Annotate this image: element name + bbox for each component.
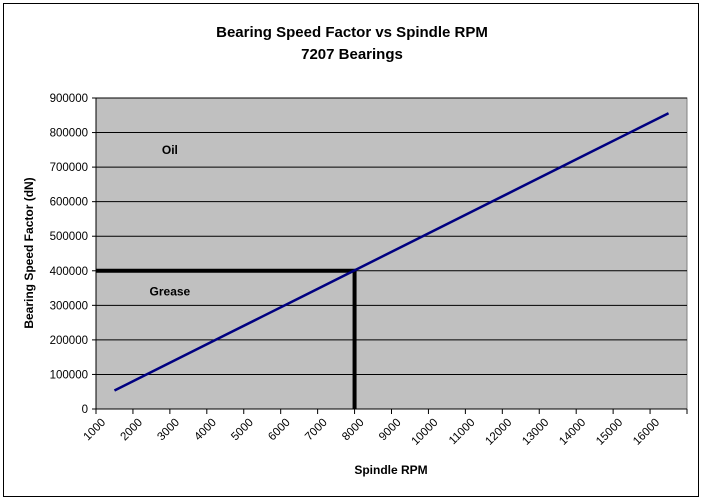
x-tick-label: 1000 bbox=[82, 417, 109, 444]
annotation-oil: Oil bbox=[162, 143, 178, 157]
plot-area bbox=[95, 97, 688, 410]
x-axis-label: Spindle RPM bbox=[354, 463, 427, 477]
x-tick-label: 13000 bbox=[520, 417, 551, 448]
x-tick-label: 9000 bbox=[377, 417, 404, 444]
annotation-grease: Grease bbox=[150, 285, 191, 299]
series-line bbox=[113, 112, 670, 392]
x-tick-label: 12000 bbox=[483, 417, 514, 448]
y-tick-label: 500000 bbox=[50, 231, 88, 243]
x-tick-label: 11000 bbox=[447, 417, 478, 448]
y-tick-label: 700000 bbox=[50, 162, 88, 174]
x-tick-label: 7000 bbox=[303, 417, 330, 444]
y-tick-label: 100000 bbox=[50, 369, 88, 381]
x-tick-label: 8000 bbox=[340, 417, 367, 444]
x-tick-label: 15000 bbox=[594, 417, 625, 448]
x-tick-label: 3000 bbox=[155, 417, 182, 444]
chart-title: Bearing Speed Factor vs Spindle RPM bbox=[216, 24, 488, 41]
y-tick-label: 600000 bbox=[50, 197, 88, 209]
x-tick-label: 6000 bbox=[266, 417, 293, 444]
x-tick-label: 10000 bbox=[409, 417, 440, 448]
x-tick-label: 14000 bbox=[557, 417, 588, 448]
y-tick-label: 800000 bbox=[50, 128, 88, 140]
y-tick-label: 400000 bbox=[50, 266, 88, 278]
chart-frame bbox=[3, 3, 699, 497]
y-axis-label: Bearing Speed Factor (dN) bbox=[22, 177, 36, 328]
y-tick-label: 300000 bbox=[50, 300, 88, 312]
x-tick-label: 2000 bbox=[118, 417, 145, 444]
y-tick-label: 200000 bbox=[50, 335, 88, 347]
x-tick-label: 4000 bbox=[192, 417, 219, 444]
chart-subtitle: 7207 Bearings bbox=[301, 46, 403, 63]
y-tick-label: 900000 bbox=[50, 93, 88, 105]
x-tick-label: 16000 bbox=[631, 417, 662, 448]
x-tick-label: 5000 bbox=[229, 417, 256, 444]
y-tick-label: 0 bbox=[82, 404, 88, 416]
